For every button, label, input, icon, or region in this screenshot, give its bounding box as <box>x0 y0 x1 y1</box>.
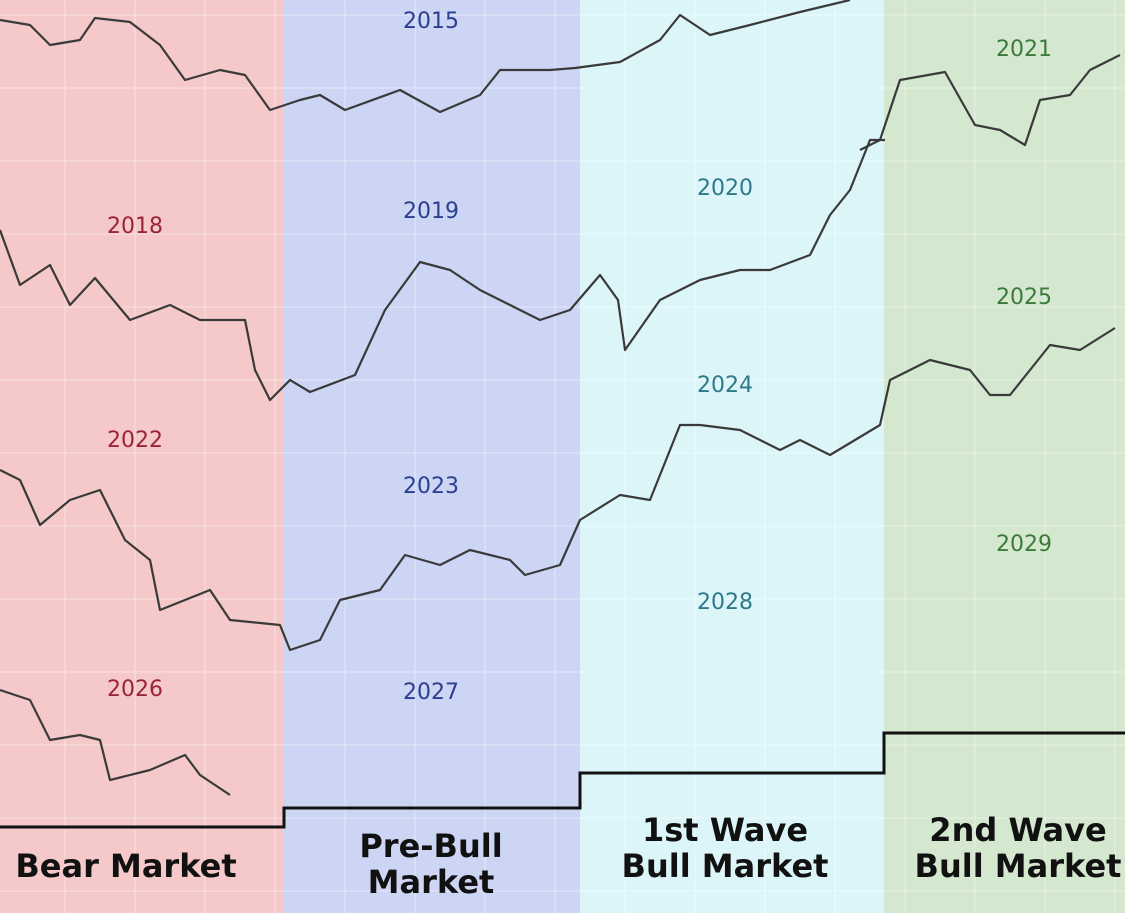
bear-zone <box>0 0 284 913</box>
year-label: 2018 <box>107 214 163 239</box>
year-label: 2022 <box>107 428 163 453</box>
phase-label: 1st Wave <box>642 811 808 849</box>
phase-step-line <box>0 731 1125 829</box>
year-label: 2025 <box>996 285 1052 310</box>
phase-label: 2nd Wave <box>929 811 1106 849</box>
labels: 2018 2022 2026 Bear Market 2015 2019 2023 2027 P… <box>15 9 1121 901</box>
year-label: 2023 <box>403 474 459 499</box>
price-path <box>0 327 1116 652</box>
year-label: 2020 <box>697 176 753 201</box>
phase-label: Bull Market <box>915 847 1122 885</box>
price-path <box>0 138 885 402</box>
phase-label: Pre-Bull <box>359 827 502 865</box>
year-label: 2028 <box>697 590 753 615</box>
year-label: 2021 <box>996 37 1052 62</box>
phase-label: Market <box>368 863 495 901</box>
year-label: 2026 <box>107 677 163 702</box>
price-path <box>0 688 231 796</box>
price-path <box>0 0 851 114</box>
year-label: 2029 <box>996 532 1052 557</box>
year-label: 2015 <box>403 9 459 34</box>
pre-bull-zone <box>284 0 580 913</box>
price-path <box>859 54 1121 151</box>
year-label: 2019 <box>403 199 459 224</box>
second-wave-zone <box>884 0 1125 913</box>
phase-label: Bear Market <box>15 847 236 885</box>
year-label: 2024 <box>697 373 753 398</box>
phase-label: Bull Market <box>622 847 829 885</box>
year-label: 2027 <box>403 680 459 705</box>
first-wave-zone <box>580 0 884 913</box>
